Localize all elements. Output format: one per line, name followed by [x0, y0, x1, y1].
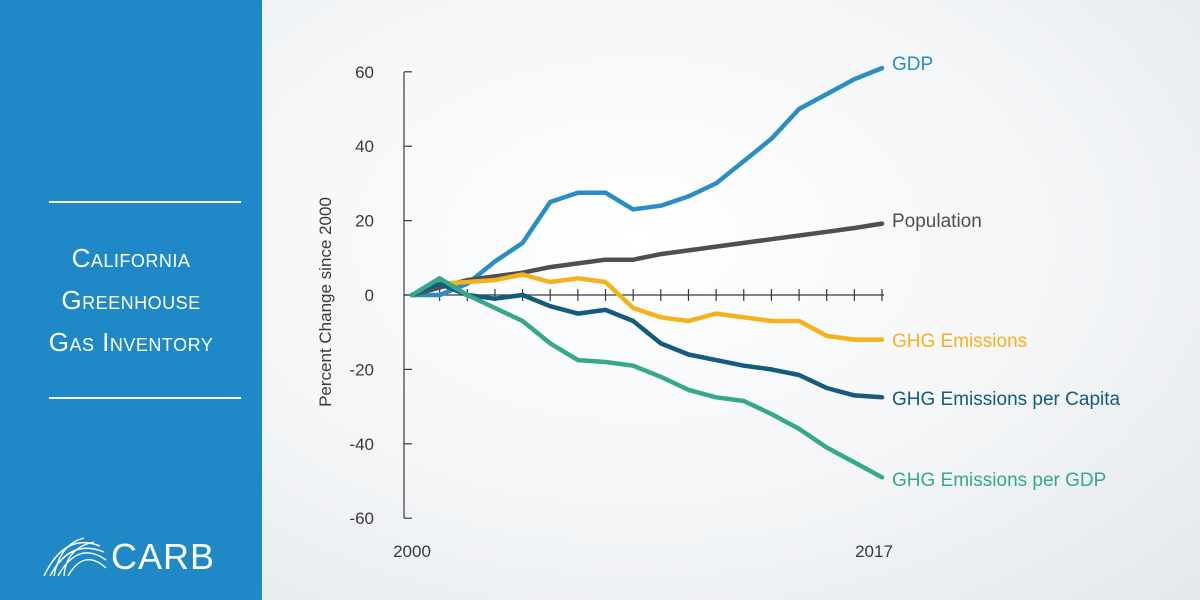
series-label-ghg-emissions: GHG Emissions — [892, 331, 1027, 352]
title-line-1: California — [71, 243, 191, 273]
series-label-gdp: GDP — [892, 54, 933, 75]
y-axis-label: Percent Change since 2000 — [316, 197, 335, 407]
carb-logo-icon — [43, 537, 107, 577]
y-tick-label: -60 — [349, 509, 374, 528]
x-tick-label: 2017 — [855, 542, 893, 561]
series-line-population — [409, 221, 885, 298]
chart-area: 60 40 20 0 -20 -40 -60 2000 2017 Percent Change… — [262, 0, 1200, 600]
x-tick-label: 2000 — [393, 542, 431, 561]
series-line-ghg-emissions-per-capita — [409, 281, 885, 400]
title-bottom-rule — [49, 397, 241, 399]
title-top-rule — [49, 201, 241, 203]
series-label-ghg-emissions-per-gdp: GHG Emissions per GDP — [892, 470, 1106, 491]
carb-logo-text: CARB — [111, 536, 216, 577]
series-label-ghg-emissions-per-capita: GHG Emissions per Capita — [892, 389, 1121, 410]
y-tick-label: -40 — [349, 435, 374, 454]
y-tick-label: 40 — [355, 137, 374, 156]
sidebar: California Greenhouse Gas Inventory CARB — [0, 0, 262, 600]
y-tick-label: 0 — [365, 286, 374, 305]
y-tick-label: -20 — [349, 360, 374, 379]
series-label-population: Population — [892, 211, 982, 232]
line-chart: 60 40 20 0 -20 -40 -60 2000 2017 Percent Change… — [316, 54, 1121, 561]
title-line-3: Gas Inventory — [48, 327, 214, 357]
title-line-2: Greenhouse — [61, 285, 201, 315]
y-tick-label: 20 — [355, 212, 374, 231]
y-tick-label: 60 — [355, 63, 374, 82]
series-line-ghg-emissions — [409, 272, 885, 342]
series-line-gdp — [409, 65, 885, 298]
series-line-ghg-emissions-per-gdp — [409, 276, 885, 480]
